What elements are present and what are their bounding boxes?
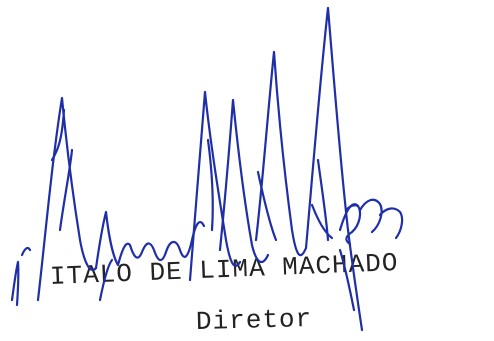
- signature-stroke: [378, 207, 404, 240]
- signature-stroke: [338, 203, 362, 246]
- signature-stroke: [256, 170, 278, 242]
- signature-stroke: [20, 246, 32, 257]
- signature-stroke: [304, 6, 364, 332]
- signature-stroke: [310, 203, 334, 240]
- signatory-name: ITALO DE LIMA MACHADO: [49, 248, 399, 292]
- signature-stroke: [218, 98, 270, 264]
- signature-stroke: [58, 148, 74, 232]
- signature-stroke: [254, 50, 308, 257]
- signature-stroke: [316, 158, 330, 242]
- signature-stroke: [50, 108, 66, 162]
- signature-stroke: [344, 204, 360, 212]
- signature-stroke: [206, 138, 214, 232]
- signature-stroke: [358, 198, 383, 234]
- signatory-role: Diretor: [195, 303, 313, 337]
- signature-stroke: [188, 90, 242, 282]
- signature-stroke: [10, 260, 20, 307]
